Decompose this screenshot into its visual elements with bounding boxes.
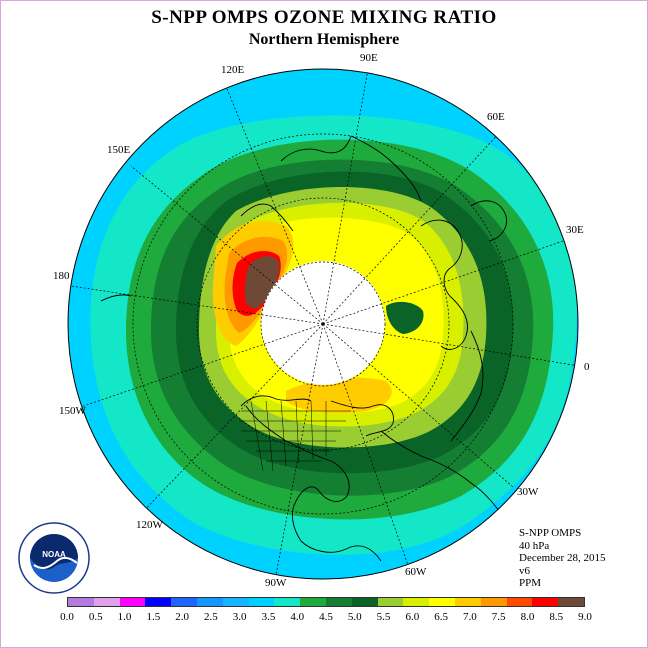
colorbar-tick-label: 8.0 bbox=[520, 611, 535, 623]
colorbar-segment bbox=[145, 598, 172, 606]
colorbar-segment bbox=[351, 598, 378, 606]
lon-label-120e: 120E bbox=[221, 64, 245, 76]
map-title: S-NPP OMPS OZONE MIXING RATIO bbox=[151, 7, 497, 28]
colorbar-segment bbox=[68, 598, 94, 606]
brown-max bbox=[245, 256, 280, 309]
colorbar-tick-label: 1.5 bbox=[146, 611, 161, 623]
colorbar-tick-label: 4.0 bbox=[290, 611, 305, 623]
colorbar-segment bbox=[532, 598, 559, 606]
colorbar-tick-label: 1.0 bbox=[117, 611, 132, 623]
us-state-grid bbox=[239, 400, 351, 472]
lon-label-90e: 90E bbox=[360, 52, 378, 64]
coastlines bbox=[100, 135, 507, 562]
colorbar-segment bbox=[93, 598, 120, 606]
colorbar-segment bbox=[196, 598, 223, 606]
colorbar-tick-label: 5.5 bbox=[376, 611, 391, 623]
product-info: S-NPP OMPS 40 hPa December 28, 2015 v6 P… bbox=[519, 527, 605, 590]
colorbar-segment bbox=[325, 598, 352, 606]
colorbar-segment bbox=[558, 598, 584, 606]
colorbar-segment bbox=[119, 598, 146, 606]
colorbar-tick-label: 7.0 bbox=[463, 611, 477, 623]
colorbar-segment bbox=[248, 598, 275, 606]
colorbar-tick-label: 2.5 bbox=[204, 611, 218, 623]
colorbar-segment bbox=[429, 598, 455, 606]
colorbar-segment bbox=[377, 598, 404, 606]
info-level: 40 hPa bbox=[519, 539, 550, 552]
map-boundary bbox=[67, 68, 579, 580]
lon-label-90w: 90W bbox=[265, 577, 287, 589]
colorbar-segment bbox=[222, 598, 249, 606]
colorbar bbox=[67, 597, 585, 607]
colorbar-tick-label: 8.5 bbox=[549, 611, 564, 623]
info-date: December 28, 2015 bbox=[519, 552, 606, 564]
colorbar-segment bbox=[300, 598, 326, 606]
colorbar-tick-label: 9.0 bbox=[578, 611, 592, 623]
colorbar-tick-label: 2.0 bbox=[175, 611, 189, 623]
graticule bbox=[70, 69, 578, 576]
noaa-logo-text: NOAA bbox=[42, 550, 66, 559]
map-subtitle: Northern Hemisphere bbox=[248, 31, 400, 48]
info-instrument: S-NPP OMPS bbox=[519, 527, 582, 539]
lon-label-150w: 150W bbox=[59, 405, 86, 417]
colorbar-segment bbox=[506, 598, 533, 606]
noaa-logo: NOAA bbox=[18, 522, 90, 594]
lon-label-0: 0 bbox=[584, 361, 590, 373]
green-patch-atlantic bbox=[386, 301, 424, 334]
colorbar-segment bbox=[454, 598, 481, 606]
colorbar-segment bbox=[480, 598, 507, 606]
colorbar-tick-label: 5.0 bbox=[347, 611, 362, 623]
lon-label-180: 180 bbox=[53, 270, 70, 282]
colorbar-tick-label: 0.5 bbox=[88, 611, 103, 623]
colorbar-tick-label: 3.5 bbox=[261, 611, 276, 623]
colorbar-tick-label: 3.0 bbox=[232, 611, 247, 623]
lon-label-60w: 60W bbox=[405, 566, 427, 578]
lon-label-30e: 30E bbox=[566, 224, 584, 236]
colorbar-segment bbox=[171, 598, 197, 606]
colorbar-tick-label: 6.5 bbox=[434, 611, 448, 623]
info-units: PPM bbox=[519, 577, 542, 589]
lon-label-30w: 30W bbox=[517, 486, 539, 498]
colorbar-tick-label: 0.0 bbox=[60, 611, 74, 623]
colorbar-segment bbox=[403, 598, 430, 606]
info-version: v6 bbox=[519, 564, 530, 577]
colorbar-tick-label: 7.5 bbox=[491, 611, 506, 623]
colorbar-tick-label: 6.0 bbox=[405, 611, 420, 623]
lon-label-120w: 120W bbox=[136, 519, 163, 531]
orange-patch-east bbox=[286, 377, 392, 414]
colorbar-tick-label: 4.5 bbox=[319, 611, 333, 623]
lon-label-150e: 150E bbox=[107, 144, 131, 156]
ozone-field bbox=[68, 69, 578, 579]
colorbar-segment bbox=[274, 598, 301, 606]
lon-label-60e: 60E bbox=[487, 111, 505, 123]
